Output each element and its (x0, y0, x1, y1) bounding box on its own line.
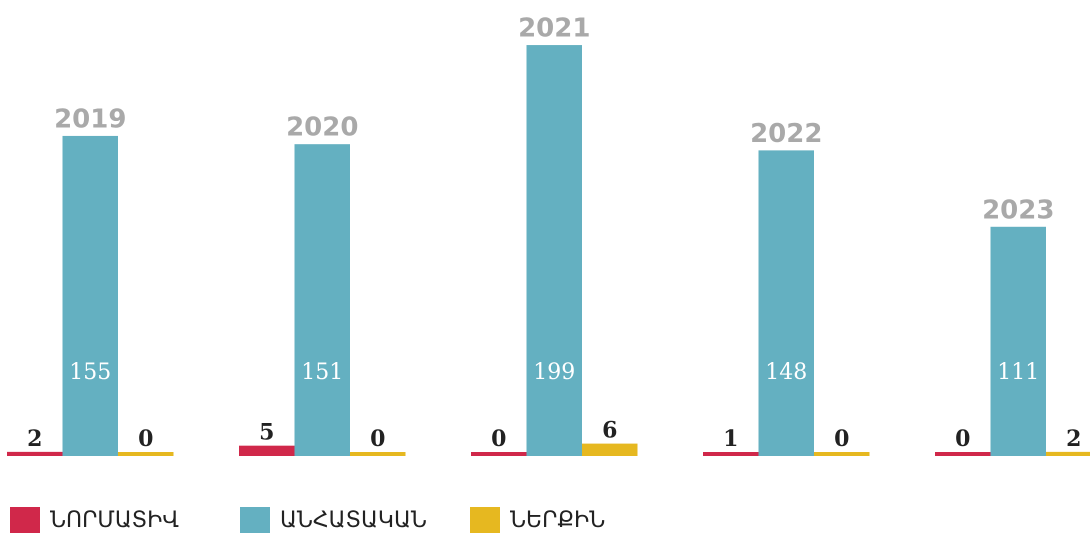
value-label: 1 (723, 426, 738, 452)
legend-label: ԱՆՀԱՏԱԿԱՆ (280, 508, 427, 533)
category-label: 2019 (54, 104, 126, 134)
bar (582, 443, 638, 456)
legend-label: ՆՈՐՄԱՏԻՎ (50, 508, 179, 533)
bar (471, 452, 527, 456)
bar (62, 135, 118, 457)
legend-swatch (10, 507, 40, 533)
bar (814, 452, 870, 456)
legend-label: ՆԵՐՔԻՆ (510, 508, 605, 533)
bar (7, 451, 63, 456)
legend-swatch (470, 507, 500, 533)
bar (294, 144, 350, 456)
value-label: 0 (138, 426, 153, 452)
value-label: 111 (997, 360, 1039, 385)
bar (990, 226, 1046, 456)
bar (703, 452, 759, 456)
category-label: 2021 (518, 14, 590, 44)
value-label: 0 (370, 426, 385, 452)
category-label: 2020 (286, 113, 358, 143)
value-label: 2 (1066, 426, 1081, 452)
value-label: 0 (834, 426, 849, 452)
category-label: 2022 (750, 119, 822, 149)
category-label: 2023 (982, 195, 1054, 225)
value-label: 6 (602, 418, 617, 444)
bar (935, 452, 991, 456)
bar (118, 452, 174, 456)
value-label: 151 (301, 360, 343, 385)
bar (239, 445, 295, 456)
value-label: 5 (259, 420, 274, 446)
bar (526, 45, 582, 456)
value-label: 2 (27, 426, 42, 452)
value-label: 0 (491, 426, 506, 452)
bar (350, 452, 406, 456)
value-label: 155 (69, 360, 111, 385)
bar (758, 150, 814, 456)
value-label: 199 (533, 360, 575, 385)
legend-swatch (240, 507, 270, 533)
bar (1046, 451, 1090, 456)
value-label: 0 (955, 426, 970, 452)
value-label: 148 (765, 360, 807, 385)
